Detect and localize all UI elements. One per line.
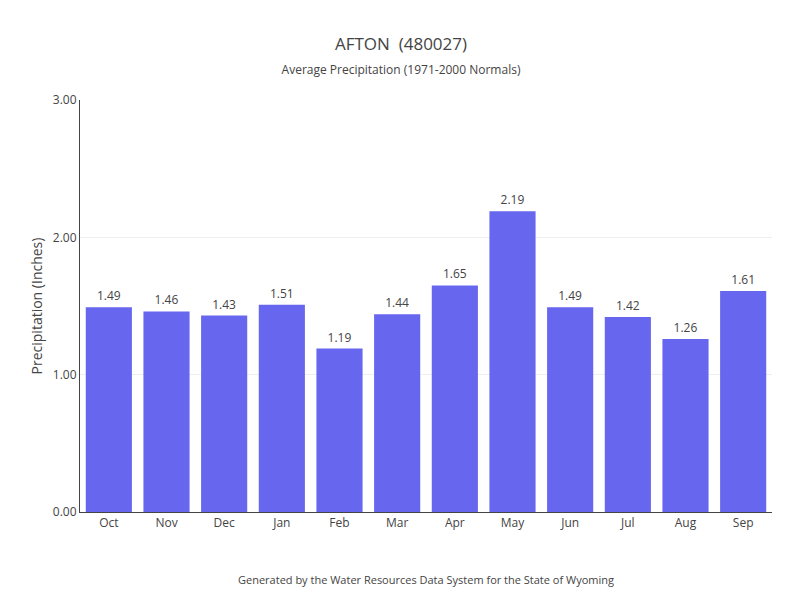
svg-text:Jan: Jan xyxy=(272,514,290,531)
svg-text:3.00: 3.00 xyxy=(53,91,77,108)
svg-text:2.19: 2.19 xyxy=(501,191,525,208)
svg-text:Precipitation (Inches): Precipitation (Inches) xyxy=(27,238,46,375)
svg-text:1.46: 1.46 xyxy=(155,291,179,308)
svg-text:Apr: Apr xyxy=(445,514,465,531)
svg-text:Jun: Jun xyxy=(560,514,579,531)
svg-text:1.61: 1.61 xyxy=(731,271,755,288)
svg-text:Jul: Jul xyxy=(620,514,635,531)
svg-text:2.00: 2.00 xyxy=(53,229,77,246)
svg-text:Average Precipitation (1971-20: Average Precipitation (1971-2000 Normals… xyxy=(282,61,521,78)
svg-text:AFTON (480027): AFTON (480027) xyxy=(335,32,467,55)
svg-text:Oct: Oct xyxy=(99,514,118,531)
svg-text:1.44: 1.44 xyxy=(385,294,409,311)
svg-text:0.00: 0.00 xyxy=(53,503,77,520)
svg-text:1.43: 1.43 xyxy=(212,296,236,313)
svg-text:1.00: 1.00 xyxy=(53,366,77,383)
svg-text:1.65: 1.65 xyxy=(443,265,467,282)
svg-text:Nov: Nov xyxy=(155,514,177,531)
svg-text:1.26: 1.26 xyxy=(674,319,698,336)
svg-text:1.19: 1.19 xyxy=(328,329,352,346)
svg-text:Aug: Aug xyxy=(675,514,697,531)
svg-text:Mar: Mar xyxy=(386,514,408,531)
svg-text:Sep: Sep xyxy=(733,514,754,531)
svg-text:May: May xyxy=(501,514,525,531)
svg-text:Feb: Feb xyxy=(329,514,349,531)
svg-text:Generated by the Water Resourc: Generated by the Water Resources Data Sy… xyxy=(238,572,614,587)
svg-text:1.42: 1.42 xyxy=(616,297,640,314)
svg-text:1.49: 1.49 xyxy=(558,287,582,304)
svg-text:Dec: Dec xyxy=(214,514,235,531)
svg-text:1.49: 1.49 xyxy=(97,287,121,304)
svg-text:1.51: 1.51 xyxy=(270,285,294,302)
